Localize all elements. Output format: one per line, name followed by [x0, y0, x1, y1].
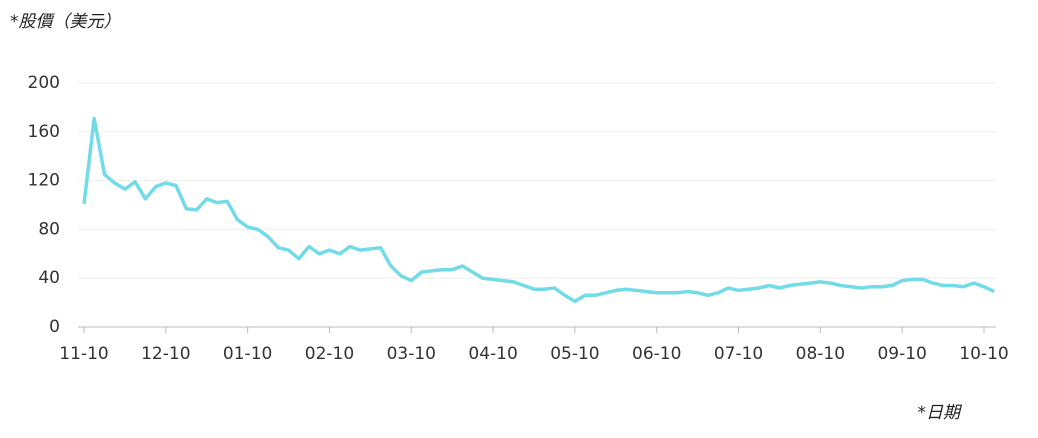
x-axis-title: *日期	[918, 403, 963, 423]
y-tick-label: 0	[49, 317, 60, 337]
price-line	[82, 116, 995, 304]
x-tick-label: 02-10	[305, 344, 354, 364]
y-tick-label: 160	[28, 122, 60, 142]
x-tick-label: 09-10	[877, 344, 926, 364]
x-tick-label: 07-10	[714, 344, 763, 364]
y-tick-label: 40	[38, 268, 60, 288]
x-tick-label: 11-10	[59, 344, 108, 364]
y-tick-label: 120	[28, 171, 60, 191]
y-tick-label: 200	[28, 73, 60, 93]
y-axis-title: *股價（美元）	[10, 12, 121, 32]
x-tick-label: 05-10	[550, 344, 599, 364]
x-tick-label: 10-10	[959, 344, 1008, 364]
x-tick-label: 06-10	[632, 344, 681, 364]
x-tick-label: 12-10	[141, 344, 190, 364]
x-tick-label: 08-10	[796, 344, 845, 364]
x-tick-label: 03-10	[387, 344, 436, 364]
x-tick-label: 04-10	[468, 344, 517, 364]
y-tick-label: 80	[38, 219, 60, 239]
x-tick-label: 01-10	[223, 344, 272, 364]
